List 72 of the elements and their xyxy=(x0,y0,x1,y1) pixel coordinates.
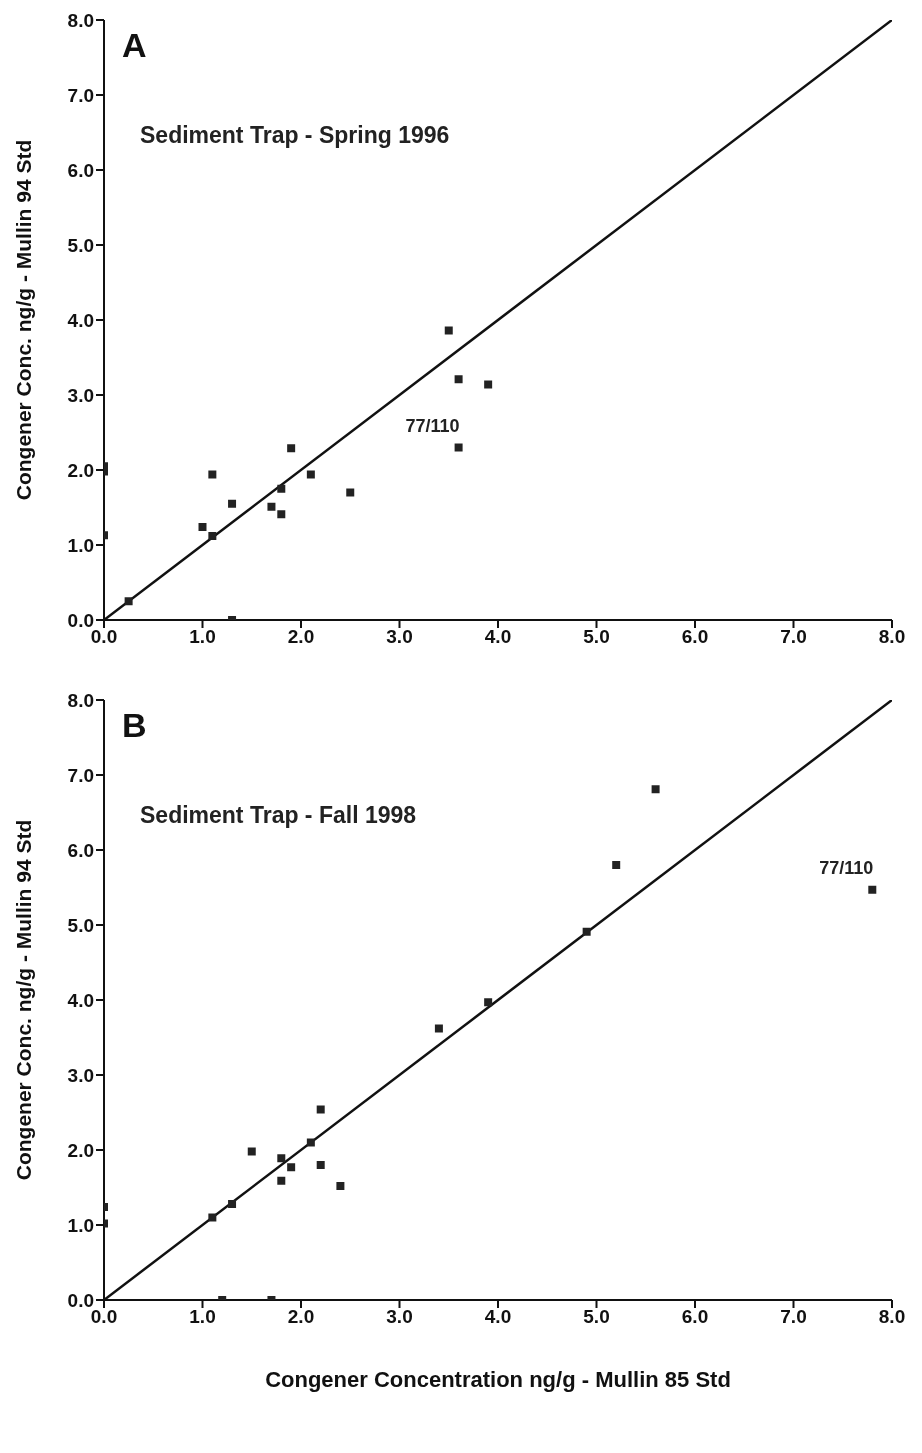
point xyxy=(124,597,133,606)
x-tick-label: 7.0 xyxy=(780,626,807,648)
x-tick-label: 3.0 xyxy=(386,626,413,648)
point xyxy=(277,484,286,493)
point xyxy=(651,785,660,794)
y-tick-label: 4.0 xyxy=(67,989,94,1011)
text: Sediment Trap - Fall 1998 xyxy=(140,802,417,829)
point xyxy=(484,998,493,1007)
point xyxy=(228,499,237,508)
annotation: 77/110 xyxy=(819,857,874,878)
point xyxy=(306,470,315,479)
x-tick-label: 8.0 xyxy=(878,1306,906,1328)
x-tick-label: 1.0 xyxy=(189,626,216,648)
x-tick-label: 1.0 xyxy=(189,1306,216,1328)
point xyxy=(336,1182,345,1190)
x-tick-label: 4.0 xyxy=(484,626,512,648)
y-tick-label: 6.0 xyxy=(67,839,94,861)
y-axis-title: Congener Conc. ng/g - Mullin 94 Std xyxy=(12,819,36,1181)
y-tick-label: 8.0 xyxy=(67,9,94,31)
y-tick-label: 7.0 xyxy=(67,764,94,786)
point xyxy=(434,1024,443,1033)
x-tick-label: 5.0 xyxy=(583,1306,610,1328)
annotation: 77/110 xyxy=(405,415,460,436)
point xyxy=(208,1213,217,1222)
x-tick-label: 4.0 xyxy=(484,1306,512,1328)
point xyxy=(306,1138,315,1147)
y-tick-label: 4.0 xyxy=(67,309,94,331)
point xyxy=(287,444,296,453)
point xyxy=(484,380,493,389)
point xyxy=(277,1176,286,1185)
y-tick-label: 2.0 xyxy=(67,1139,94,1161)
y-tick-label: 6.0 xyxy=(67,159,94,181)
point xyxy=(208,470,217,479)
point xyxy=(208,532,217,540)
point xyxy=(454,375,463,384)
point xyxy=(868,885,877,894)
point xyxy=(582,927,591,936)
y-tick-label: 1.0 xyxy=(67,534,94,556)
y-tick-label: 8.0 xyxy=(67,689,94,711)
point xyxy=(316,1161,325,1169)
x-tick-label: 2.0 xyxy=(287,626,315,648)
x-tick-label: 8.0 xyxy=(878,626,906,648)
annotation: B xyxy=(122,706,147,745)
x-tick-label: 5.0 xyxy=(583,626,610,648)
y-axis-title: Congener Conc. ng/g - Mullin 94 Std xyxy=(12,139,36,501)
y-tick-label: 2.0 xyxy=(67,459,94,481)
point xyxy=(228,1200,237,1208)
point xyxy=(198,523,207,531)
point xyxy=(444,326,453,335)
annotation: A xyxy=(122,26,147,65)
x-tick-label: 6.0 xyxy=(681,1306,709,1328)
point xyxy=(346,488,355,497)
text: Sediment Trap - Spring 1996 xyxy=(140,122,450,149)
y-tick-label: 3.0 xyxy=(67,384,94,406)
y-tick-label: 7.0 xyxy=(67,84,94,106)
point xyxy=(454,443,463,452)
x-tick-label: 2.0 xyxy=(287,1306,315,1328)
point xyxy=(612,861,621,869)
point xyxy=(316,1105,325,1114)
y-tick-label: 1.0 xyxy=(67,1214,94,1236)
point xyxy=(247,1147,256,1156)
point xyxy=(277,510,286,519)
x-tick-label: 3.0 xyxy=(386,1306,413,1328)
x-tick-label: 6.0 xyxy=(681,626,709,648)
y-tick-label: 3.0 xyxy=(67,1064,94,1086)
y-tick-label: 5.0 xyxy=(67,234,94,256)
point xyxy=(277,1154,286,1163)
point xyxy=(287,1163,296,1172)
point xyxy=(267,502,276,511)
y-tick-label: 5.0 xyxy=(67,914,94,936)
x-tick-label: 7.0 xyxy=(780,1306,807,1328)
x-axis-title: Congener Concentration ng/g - Mullin 85 Std xyxy=(265,1367,731,1392)
